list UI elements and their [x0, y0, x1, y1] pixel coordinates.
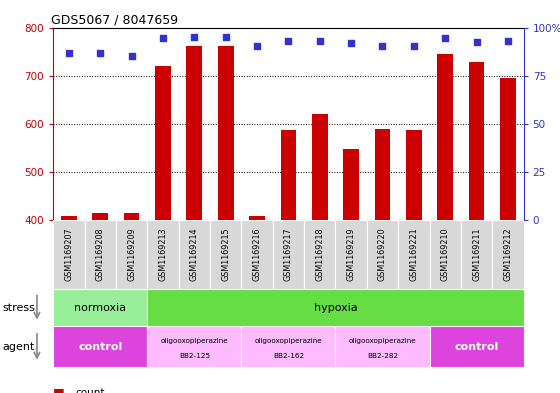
Bar — [53, 289, 147, 326]
Bar — [281, 130, 296, 220]
Point — [96, 50, 105, 56]
Bar — [367, 220, 398, 289]
Point — [221, 34, 230, 40]
Text: agent: agent — [3, 342, 35, 352]
Bar — [343, 149, 359, 220]
Text: ■: ■ — [53, 386, 65, 393]
Point — [472, 39, 481, 45]
Bar — [437, 54, 453, 220]
Bar — [461, 220, 492, 289]
Bar — [304, 220, 335, 289]
Text: oligooxopiperazine: oligooxopiperazine — [255, 338, 322, 343]
Bar — [273, 220, 304, 289]
Text: control: control — [454, 342, 499, 352]
Text: GSM1169208: GSM1169208 — [96, 228, 105, 281]
Bar — [335, 220, 367, 289]
Point — [190, 34, 199, 40]
Bar — [116, 220, 147, 289]
Text: GSM1169219: GSM1169219 — [347, 228, 356, 281]
Text: control: control — [78, 342, 123, 352]
Point — [284, 38, 293, 44]
Bar — [249, 216, 265, 220]
Bar — [312, 114, 328, 220]
Bar — [147, 220, 179, 289]
Point — [127, 53, 136, 59]
Bar — [430, 326, 524, 367]
Bar — [179, 220, 210, 289]
Text: normoxia: normoxia — [74, 303, 127, 312]
Bar — [241, 220, 273, 289]
Text: BB2-162: BB2-162 — [273, 353, 304, 359]
Text: oligooxopiperazine: oligooxopiperazine — [349, 338, 416, 343]
Bar — [92, 213, 108, 220]
Text: GSM1169207: GSM1169207 — [64, 228, 73, 281]
Point — [253, 43, 262, 49]
Text: hypoxia: hypoxia — [314, 303, 357, 312]
Text: GSM1169217: GSM1169217 — [284, 228, 293, 281]
Text: GSM1169218: GSM1169218 — [315, 228, 324, 281]
Text: BB2-282: BB2-282 — [367, 353, 398, 359]
Text: oligooxopiperazine: oligooxopiperazine — [161, 338, 228, 343]
Bar — [406, 130, 422, 220]
Bar — [61, 216, 77, 220]
Bar — [492, 220, 524, 289]
Bar — [53, 326, 147, 367]
Text: GSM1169210: GSM1169210 — [441, 228, 450, 281]
Bar — [469, 62, 484, 220]
Bar — [241, 326, 335, 367]
Text: GSM1169215: GSM1169215 — [221, 228, 230, 281]
Bar — [500, 78, 516, 220]
Point — [503, 38, 512, 44]
Point — [158, 35, 167, 41]
Text: stress: stress — [3, 303, 36, 313]
Point — [64, 50, 73, 56]
Bar — [210, 220, 241, 289]
Bar — [53, 220, 85, 289]
Point — [378, 43, 387, 49]
Bar — [430, 220, 461, 289]
Text: GSM1169209: GSM1169209 — [127, 228, 136, 281]
Text: GSM1169220: GSM1169220 — [378, 228, 387, 281]
Bar — [124, 213, 139, 220]
Bar — [218, 46, 234, 220]
Bar — [155, 66, 171, 220]
Point — [347, 40, 356, 46]
Text: GSM1169216: GSM1169216 — [253, 228, 262, 281]
Bar — [398, 220, 430, 289]
Text: BB2-125: BB2-125 — [179, 353, 210, 359]
Bar — [147, 289, 524, 326]
Bar — [186, 46, 202, 220]
Point — [441, 35, 450, 41]
Text: GSM1169214: GSM1169214 — [190, 228, 199, 281]
Text: GSM1169212: GSM1169212 — [503, 228, 512, 281]
Bar — [375, 129, 390, 220]
Text: GDS5067 / 8047659: GDS5067 / 8047659 — [51, 13, 178, 26]
Text: GSM1169221: GSM1169221 — [409, 228, 418, 281]
Text: GSM1169211: GSM1169211 — [472, 228, 481, 281]
Bar — [335, 326, 430, 367]
Bar — [85, 220, 116, 289]
Bar — [147, 326, 241, 367]
Text: count: count — [76, 388, 105, 393]
Text: GSM1169213: GSM1169213 — [158, 228, 167, 281]
Point — [315, 38, 324, 44]
Point — [409, 43, 418, 49]
